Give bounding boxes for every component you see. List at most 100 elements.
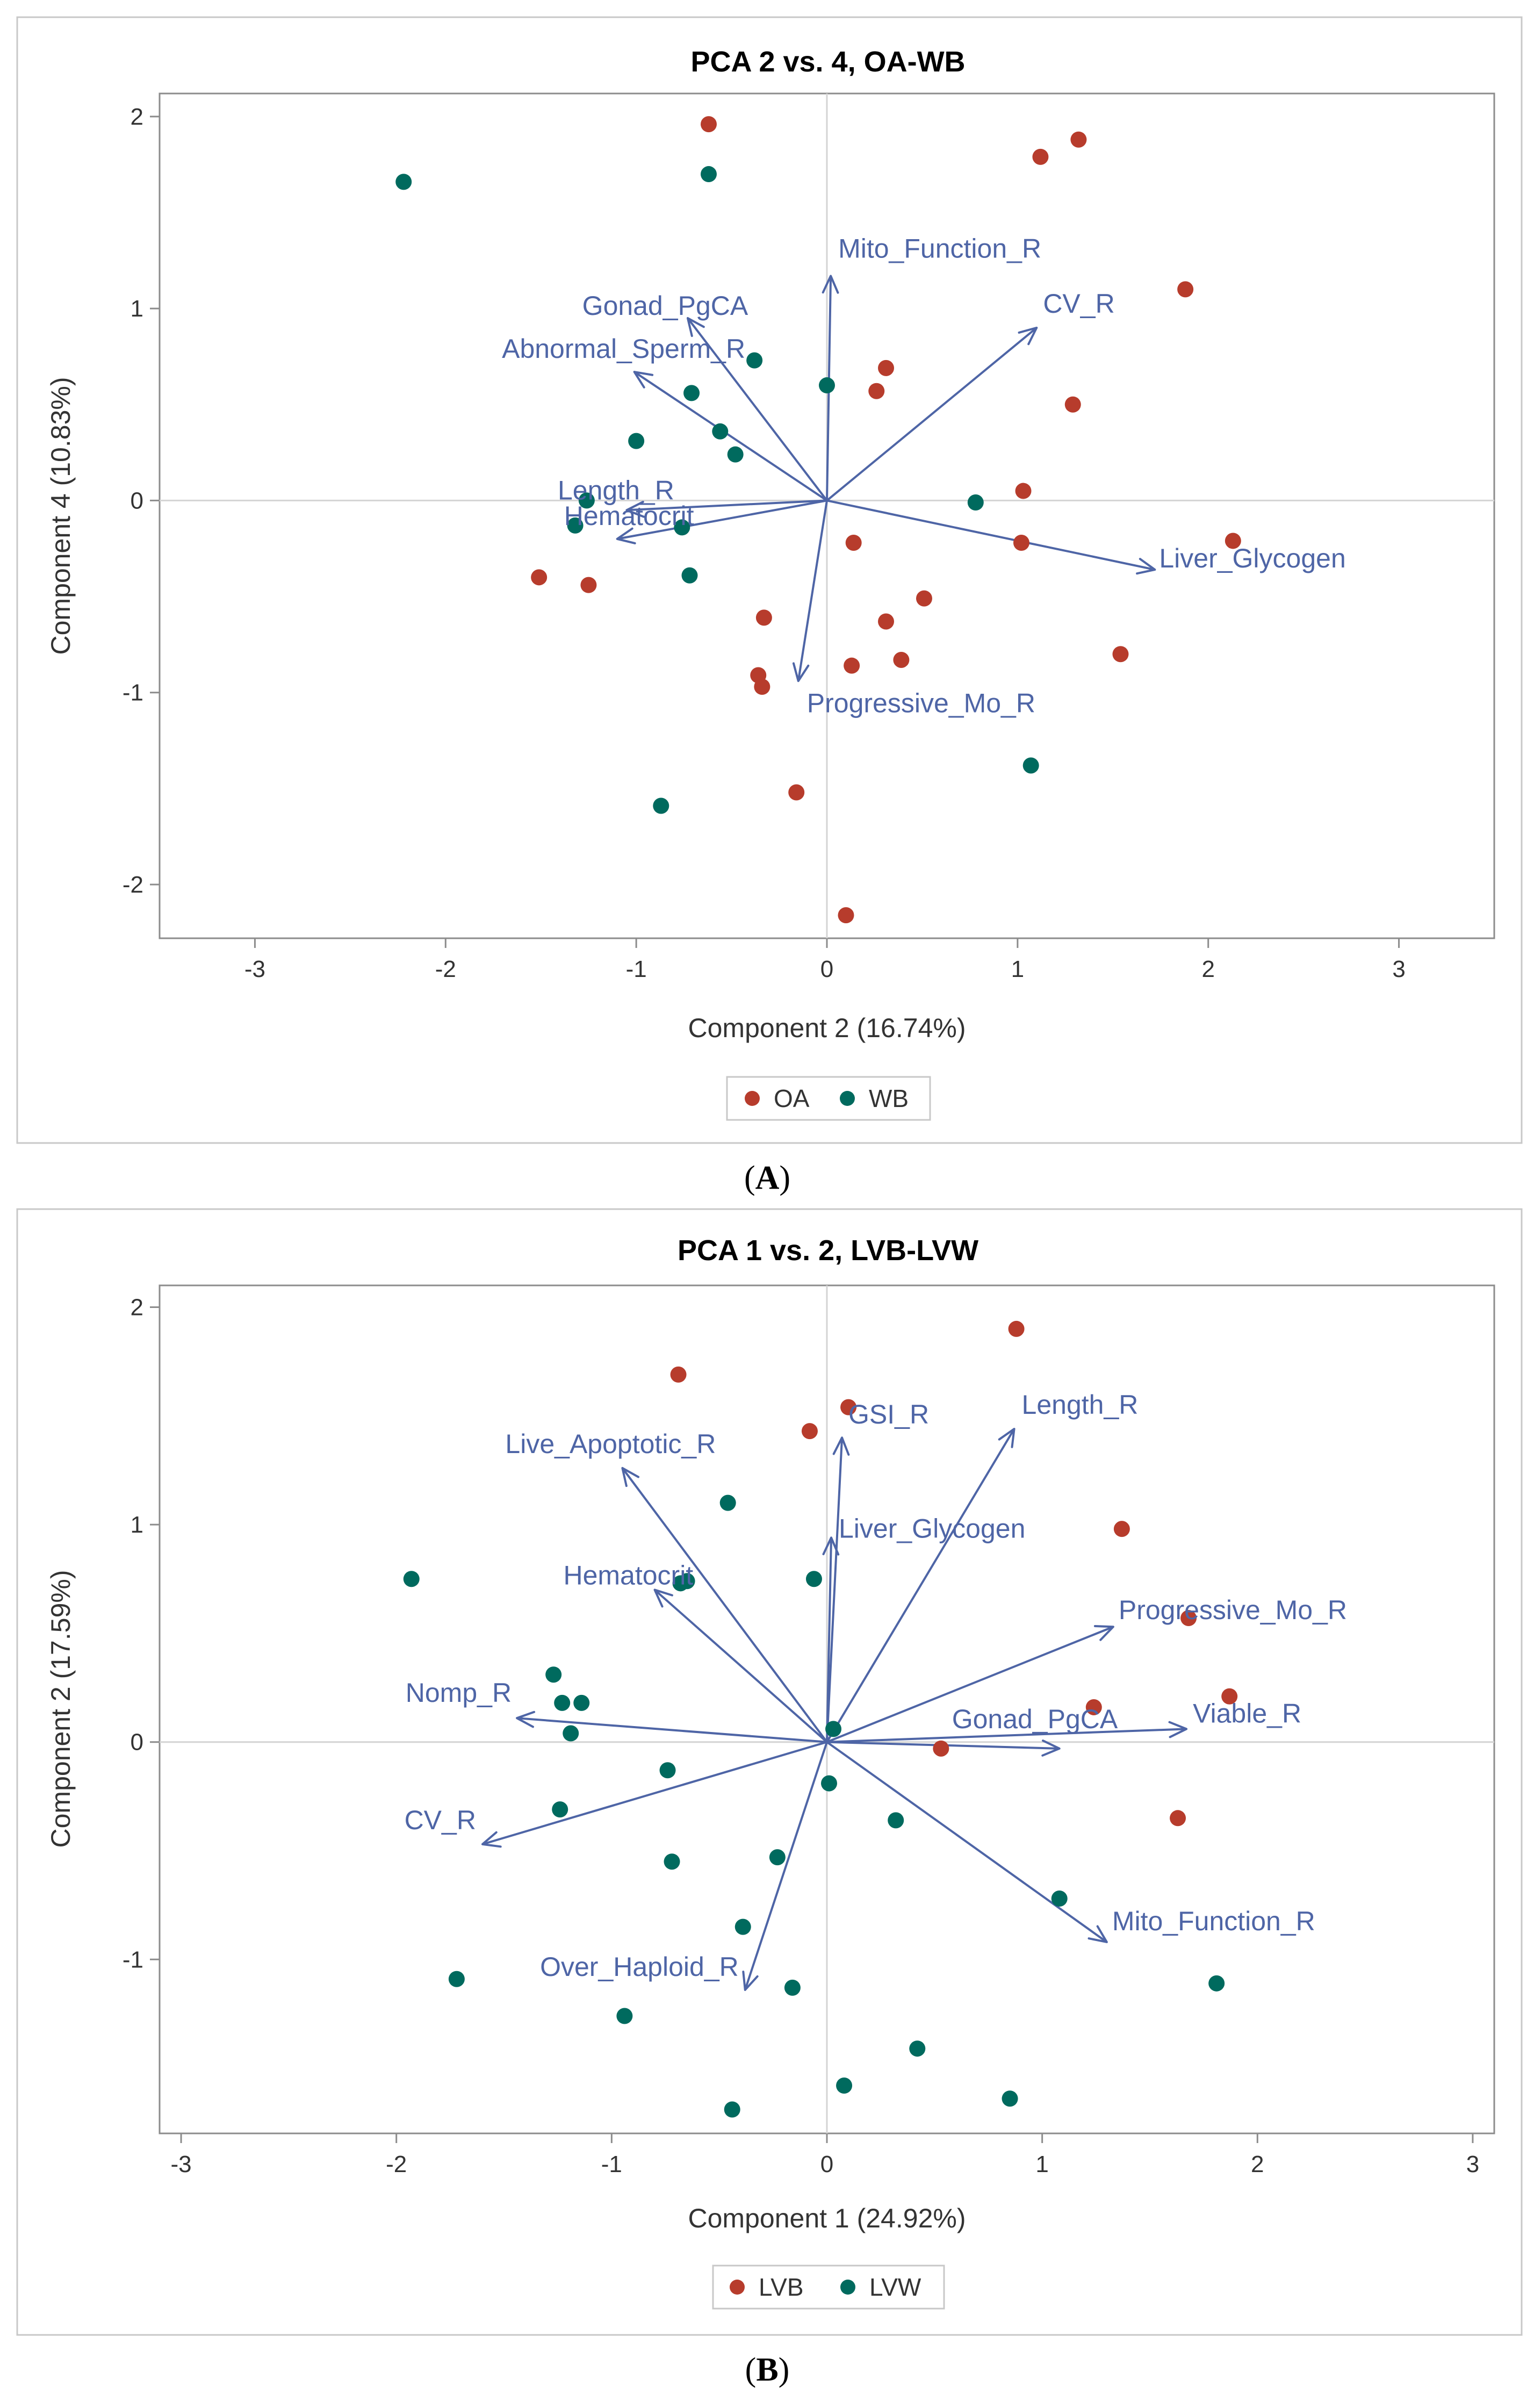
vector-nomp-r-label: Nomp_R — [406, 1678, 512, 1708]
vector-progressive-mo-r-line — [826, 1626, 1114, 1743]
point-oa — [893, 651, 910, 668]
vector-liver-glycogen-arrowhead — [822, 1536, 840, 1556]
point-oa — [754, 678, 770, 695]
vector-hematocrit-label: Hematocrit — [564, 501, 694, 531]
point-lvw — [1208, 1975, 1225, 1992]
vector-length-r-arrowhead — [625, 500, 645, 518]
point-lvw — [616, 2008, 633, 2024]
point-wb — [967, 494, 984, 511]
panel-a-x-axis-label: Component 2 (16.74%) — [688, 1013, 966, 1043]
point-oa — [1070, 131, 1087, 148]
vector-hematocrit-label: Hematocrit — [563, 1560, 693, 1590]
vector-viable-r-line — [826, 1728, 1187, 1743]
point-wb — [700, 166, 717, 183]
point-lvw — [1002, 2090, 1018, 2107]
vector-abnormal-sperm-r-arrowhead — [633, 371, 654, 389]
panel-b-x-tick-label: 3 — [1466, 2151, 1479, 2177]
vector-mito-function-r-arrowhead — [1088, 1925, 1108, 1943]
point-wb — [653, 797, 669, 814]
vector-liver-glycogen-line — [826, 1537, 833, 1742]
vector-cv-r-label: CV_R — [1043, 289, 1114, 319]
panel-a-x-tick-label: -3 — [244, 956, 265, 982]
point-lvw — [573, 1694, 590, 1711]
panel-b-title: PCA 1 vs. 2, LVB-LVW — [678, 1234, 978, 1267]
vector-gonad-pgca-line — [687, 317, 828, 501]
panel-b-x-tick-label: -1 — [601, 2151, 622, 2177]
point-lvw — [545, 1666, 562, 1683]
vector-viable-r-arrowhead — [1168, 1721, 1188, 1738]
point-lvw — [821, 1775, 838, 1792]
point-oa — [916, 590, 932, 607]
point-lvb — [1085, 1699, 1102, 1715]
point-lvw — [805, 1571, 822, 1587]
panel-a-loading-vectors — [616, 275, 1156, 682]
vector-length-r-arrowhead — [998, 1428, 1016, 1448]
vector-liver-glycogen-label: Liver_Glycogen — [839, 1513, 1025, 1543]
panel-b: PCA 1 vs. 2, LVB-LVW -3 -2 -1 0 1 2 3 -1 0 1 2 GSI… — [16, 1208, 1523, 2336]
point-lvb — [801, 1423, 818, 1440]
point-oa — [580, 577, 597, 593]
point-lvw — [888, 1812, 904, 1829]
vector-nomp-r-line — [516, 1717, 827, 1743]
point-oa — [844, 657, 860, 674]
point-wb — [681, 567, 698, 584]
vector-length-r-line — [826, 1428, 1016, 1743]
panel-b-ticks: -3 -2 -1 0 1 2 3 -1 0 1 2 — [123, 1294, 1479, 2177]
point-lvw — [909, 2040, 926, 2057]
panel-a-x-tick-label: 3 — [1392, 956, 1405, 982]
vector-cv-r-arrowhead — [1018, 326, 1038, 346]
panel-b-legend: LVB LVW — [712, 2265, 945, 2310]
vector-mito-function-r-label: Mito_Function_R — [838, 233, 1041, 263]
point-lvw — [659, 1762, 676, 1779]
point-lvw — [724, 2101, 740, 2118]
vector-progressive-mo-r-arrowhead — [1093, 1624, 1114, 1641]
legend-marker-lvw — [840, 2280, 855, 2295]
panel-a-x-tick-label: 1 — [1011, 956, 1024, 982]
point-lvw — [448, 1971, 465, 1987]
panel-a-x-tick-label: 0 — [820, 956, 833, 982]
panel-b-y-tick-label: 1 — [131, 1512, 143, 1538]
point-lvw — [769, 1849, 786, 1866]
panel-b-x-tick-label: 0 — [820, 2151, 833, 2177]
point-oa — [845, 535, 862, 551]
panel-b-loading-vectors — [481, 1428, 1188, 1991]
point-wb — [727, 446, 744, 463]
point-oa — [838, 907, 854, 924]
panel-a-y-axis-label: Component 4 (10.83%) — [46, 377, 76, 655]
vector-over-haploid-r-line — [744, 1742, 828, 1990]
point-wb — [628, 433, 645, 449]
vector-gsi-r-label: GSI_R — [848, 1399, 929, 1429]
point-lvw — [784, 1979, 801, 1996]
vector-progressive-mo-r-arrowhead — [792, 662, 810, 682]
caption-b: (B) — [745, 2352, 790, 2388]
vector-hematocrit-line — [617, 499, 827, 540]
panel-b-points — [403, 1320, 1238, 2118]
vector-gsi-r-line — [826, 1437, 844, 1742]
point-oa — [868, 383, 885, 399]
legend-label-lvb: LVB — [759, 2273, 804, 2301]
panel-a-y-tick-label: -1 — [123, 680, 143, 706]
panel-a-legend-box — [726, 1076, 931, 1121]
vector-gonad-pgca-label: Gonad_PgCA — [582, 291, 748, 321]
legend-label-wb: WB — [869, 1084, 909, 1112]
vector-liver-glycogen-arrowhead — [1136, 558, 1156, 575]
panel-a-ticks: -3 -2 -1 0 1 2 3 -2 -1 0 1 2 — [123, 104, 1406, 982]
panel-b-x-tick-label: 2 — [1251, 2151, 1264, 2177]
panel-a: PCA 2 vs. 4, OA-WB -3 -2 -1 0 1 2 3 -2 -1 0 1 2 Mit… — [16, 16, 1523, 1144]
vector-progressive-mo-r-label: Progressive_Mo_R — [807, 688, 1035, 718]
panel-a-vector-labels: Mito_Function_RCV_R Gonad_PgCA Abnormal_Sp… — [502, 233, 1346, 718]
point-wb — [674, 519, 690, 536]
point-oa — [1177, 281, 1194, 298]
point-oa — [1064, 396, 1081, 413]
point-lvb — [933, 1740, 949, 1757]
panel-a-x-tick-label: -1 — [626, 956, 647, 982]
vector-nomp-r-arrowhead — [516, 1710, 536, 1728]
panel-b-x-tick-label: -3 — [171, 2151, 192, 2177]
point-oa — [878, 613, 895, 630]
vector-length-r-line — [626, 499, 827, 512]
point-lvb — [1008, 1320, 1025, 1337]
vector-hematocrit-arrowhead — [653, 1588, 673, 1608]
vector-cv-r-label: CV_R — [405, 1805, 476, 1835]
vector-live-apoptotic-r-line — [621, 1467, 828, 1743]
